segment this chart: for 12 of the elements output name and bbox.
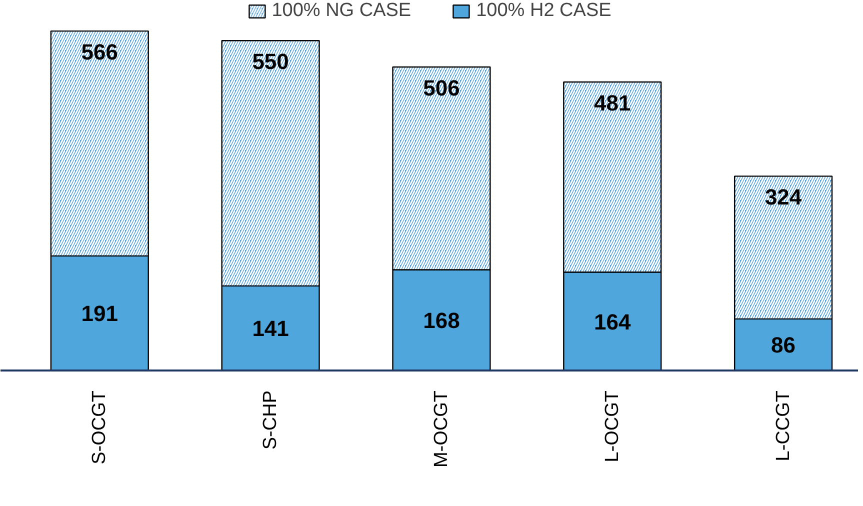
data-label: 164: [594, 309, 632, 334]
data-label: 86: [771, 332, 796, 358]
x-tick-label: L-CCGT: [772, 390, 794, 462]
legend-label: 100% NG CASE: [272, 0, 412, 22]
data-label: 191: [81, 301, 118, 326]
x-tick-label: M-OCGT: [430, 390, 452, 468]
x-tick-label: S-OCGT: [89, 390, 110, 464]
data-label: 141: [252, 316, 289, 342]
legend-label: 100% H2 CASE: [476, 0, 612, 22]
data-label: 168: [423, 308, 460, 334]
x-tick-label: S-CHP: [260, 390, 282, 450]
x-tick-label: L-OCGT: [602, 390, 623, 462]
